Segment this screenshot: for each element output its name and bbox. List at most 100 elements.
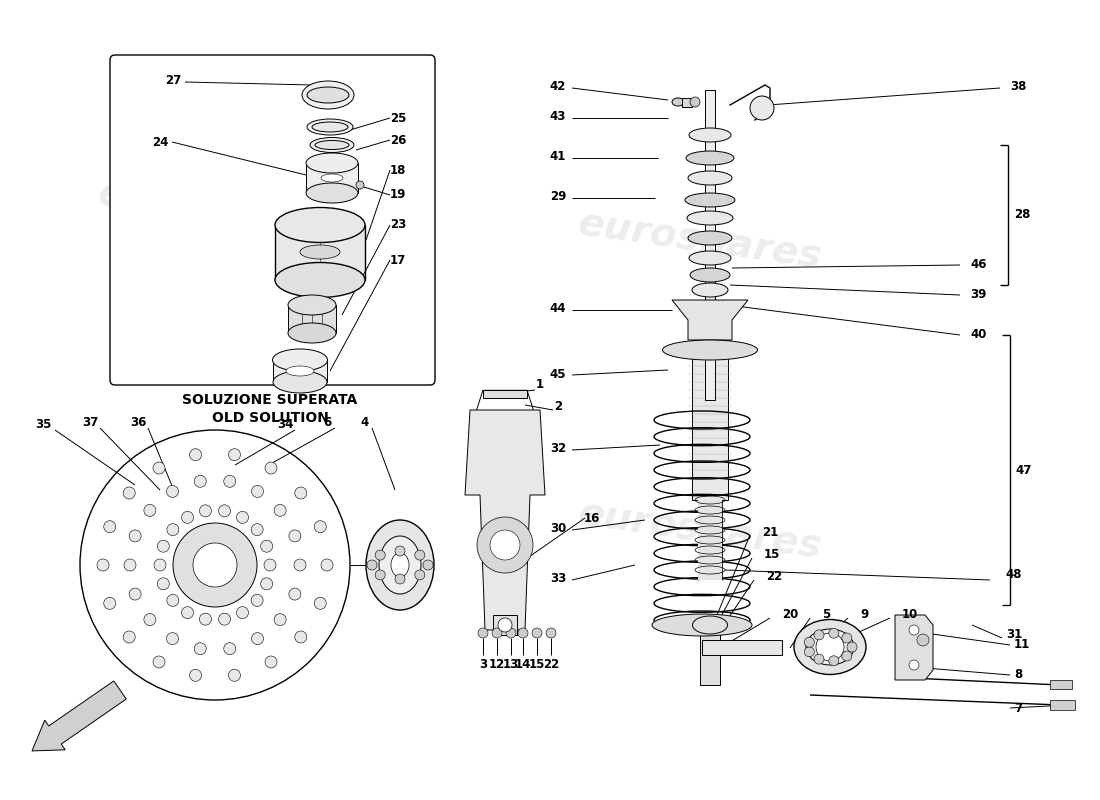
- Bar: [273, 360, 327, 382]
- Circle shape: [182, 511, 194, 523]
- Circle shape: [157, 540, 169, 552]
- Circle shape: [157, 578, 169, 590]
- Ellipse shape: [652, 614, 752, 636]
- Circle shape: [252, 486, 264, 498]
- Circle shape: [124, 559, 136, 571]
- Bar: [700, 625, 720, 685]
- Text: 17: 17: [389, 254, 406, 266]
- Text: 41: 41: [550, 150, 566, 163]
- Circle shape: [315, 598, 327, 610]
- Circle shape: [321, 559, 333, 571]
- Text: 26: 26: [389, 134, 406, 146]
- Ellipse shape: [689, 128, 732, 142]
- Ellipse shape: [693, 616, 727, 634]
- Circle shape: [219, 613, 231, 625]
- Circle shape: [144, 614, 156, 626]
- Circle shape: [251, 594, 263, 606]
- Circle shape: [847, 642, 857, 652]
- Ellipse shape: [672, 98, 684, 106]
- Text: eurospares: eurospares: [575, 494, 824, 566]
- Text: 46: 46: [970, 258, 987, 271]
- Text: eurospares: eurospares: [575, 204, 824, 276]
- Circle shape: [261, 578, 273, 590]
- Ellipse shape: [692, 283, 728, 297]
- Circle shape: [518, 628, 528, 638]
- Text: 32: 32: [550, 442, 566, 455]
- Circle shape: [103, 598, 116, 610]
- Ellipse shape: [321, 174, 343, 182]
- Ellipse shape: [306, 183, 358, 203]
- Ellipse shape: [662, 340, 758, 360]
- Circle shape: [375, 550, 385, 560]
- Circle shape: [917, 634, 930, 646]
- Circle shape: [532, 628, 542, 638]
- Ellipse shape: [286, 366, 313, 376]
- Circle shape: [166, 486, 178, 498]
- Circle shape: [192, 543, 236, 587]
- Ellipse shape: [686, 151, 734, 165]
- Circle shape: [295, 631, 307, 643]
- Circle shape: [223, 475, 235, 487]
- Text: 23: 23: [389, 218, 406, 231]
- Text: 16: 16: [584, 511, 601, 525]
- Text: 19: 19: [389, 189, 406, 202]
- Text: 20: 20: [782, 609, 799, 622]
- Circle shape: [477, 517, 534, 573]
- Text: 42: 42: [550, 81, 566, 94]
- Circle shape: [195, 642, 206, 654]
- Ellipse shape: [275, 207, 365, 242]
- Circle shape: [909, 660, 918, 670]
- Circle shape: [295, 487, 307, 499]
- Text: 4: 4: [361, 417, 370, 430]
- Circle shape: [814, 654, 824, 664]
- Text: 43: 43: [550, 110, 566, 123]
- Text: 30: 30: [550, 522, 566, 535]
- Text: 21: 21: [762, 526, 779, 538]
- Text: 35: 35: [35, 418, 52, 431]
- Text: 25: 25: [389, 111, 406, 125]
- Text: 18: 18: [389, 163, 406, 177]
- Circle shape: [189, 670, 201, 682]
- Text: 3: 3: [478, 658, 487, 671]
- Text: OLD SOLUTION: OLD SOLUTION: [211, 411, 329, 425]
- Circle shape: [189, 449, 201, 461]
- Text: eurospares: eurospares: [96, 494, 344, 566]
- Text: 11: 11: [1014, 638, 1031, 651]
- Circle shape: [182, 606, 194, 618]
- Circle shape: [219, 505, 231, 517]
- Text: 40: 40: [970, 329, 987, 342]
- Ellipse shape: [690, 268, 730, 282]
- Circle shape: [129, 588, 141, 600]
- FancyArrow shape: [32, 681, 127, 751]
- Circle shape: [223, 642, 235, 654]
- Circle shape: [264, 559, 276, 571]
- Circle shape: [909, 625, 918, 635]
- Circle shape: [415, 550, 425, 560]
- Text: 9: 9: [860, 609, 868, 622]
- Circle shape: [167, 594, 179, 606]
- Text: 45: 45: [550, 367, 566, 381]
- Text: 8: 8: [1014, 669, 1022, 682]
- Bar: [1050, 680, 1072, 689]
- Text: 6: 6: [323, 417, 331, 430]
- Circle shape: [97, 559, 109, 571]
- Text: 33: 33: [550, 573, 566, 586]
- Ellipse shape: [275, 262, 365, 298]
- Circle shape: [80, 430, 350, 700]
- Circle shape: [506, 628, 516, 638]
- Circle shape: [828, 628, 839, 638]
- Ellipse shape: [288, 295, 336, 315]
- Circle shape: [289, 588, 301, 600]
- Ellipse shape: [315, 141, 349, 150]
- Circle shape: [154, 559, 166, 571]
- Text: 37: 37: [81, 417, 98, 430]
- Bar: [288, 305, 336, 333]
- Circle shape: [294, 559, 306, 571]
- Ellipse shape: [685, 193, 735, 207]
- Ellipse shape: [806, 629, 854, 665]
- Ellipse shape: [273, 371, 327, 393]
- Text: 5: 5: [822, 609, 830, 622]
- Circle shape: [166, 633, 178, 645]
- Bar: [698, 500, 722, 580]
- Circle shape: [236, 511, 249, 523]
